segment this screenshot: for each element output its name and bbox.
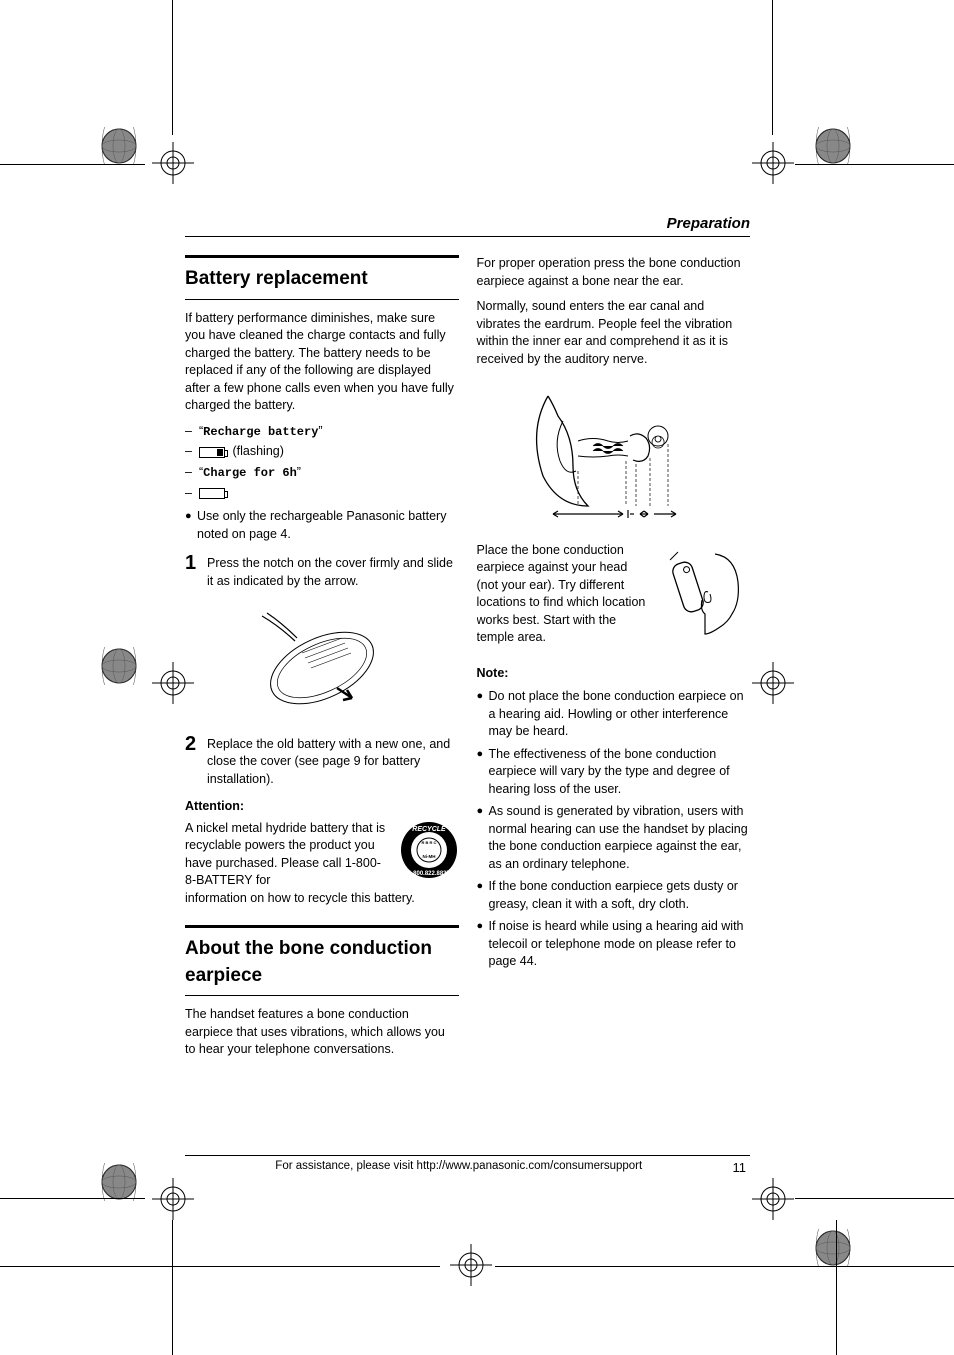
crop-line bbox=[772, 0, 773, 135]
registration-mark-icon bbox=[450, 1244, 492, 1286]
two-column-layout: Battery replacement If battery performan… bbox=[185, 255, 750, 1067]
globe-mark-icon bbox=[100, 647, 138, 685]
placement-block: Place the bone conduction earpiece again… bbox=[477, 542, 751, 655]
note-hearing-aid: ● Do not place the bone conduction earpi… bbox=[477, 688, 751, 741]
battery-intro-text: If battery performance diminishes, make … bbox=[185, 310, 459, 415]
registration-mark-icon bbox=[752, 1178, 794, 1220]
battery-indicator-list: – “Recharge battery” – (flashing) – “Cha… bbox=[185, 423, 459, 503]
registration-mark-icon bbox=[152, 142, 194, 184]
page-content: Preparation Battery replacement If batte… bbox=[185, 215, 750, 1175]
heading-bone-conduction: About the bone conduction earpiece bbox=[185, 925, 459, 996]
page-number: 11 bbox=[733, 1160, 747, 1175]
indicator-recharge: – “Recharge battery” bbox=[185, 423, 459, 441]
registration-mark-icon bbox=[752, 662, 794, 704]
crop-line bbox=[795, 1198, 954, 1199]
crop-line bbox=[0, 164, 145, 165]
svg-text:1.800.822.8837: 1.800.822.8837 bbox=[408, 871, 450, 877]
crop-line bbox=[495, 1266, 954, 1267]
crop-line bbox=[836, 1220, 837, 1355]
crop-line bbox=[0, 1198, 145, 1199]
indicator-empty: – bbox=[185, 485, 459, 503]
note-effectiveness: ● The effectiveness of the bone conducti… bbox=[477, 746, 751, 799]
heading-battery-replacement: Battery replacement bbox=[185, 255, 459, 300]
crop-line bbox=[0, 1266, 440, 1267]
section-header: Preparation bbox=[185, 215, 750, 237]
registration-mark-icon bbox=[752, 142, 794, 184]
crop-line bbox=[172, 1220, 173, 1355]
sound-normal-text: Normally, sound enters the ear canal and… bbox=[477, 298, 751, 368]
battery-low-icon bbox=[199, 447, 225, 458]
globe-mark-icon bbox=[814, 1229, 852, 1267]
crop-line bbox=[172, 0, 173, 135]
svg-text:Ni-MH: Ni-MH bbox=[422, 854, 435, 859]
note-cleaning: ● If the bone conduction earpiece gets d… bbox=[477, 878, 751, 913]
footer-text: For assistance, please visit http://www.… bbox=[275, 1160, 642, 1172]
figure-head-placement bbox=[660, 542, 750, 648]
right-column: For proper operation press the bone cond… bbox=[477, 255, 751, 1067]
step-2: 2 Replace the old battery with a new one… bbox=[185, 734, 459, 789]
globe-mark-icon bbox=[100, 1163, 138, 1201]
note-telecoil: ● If noise is heard while using a hearin… bbox=[477, 918, 751, 971]
left-column: Battery replacement If battery performan… bbox=[185, 255, 459, 1067]
svg-text:R B R C: R B R C bbox=[421, 840, 436, 845]
globe-mark-icon bbox=[100, 127, 138, 165]
note-normal-hearing: ● As sound is generated by vibration, us… bbox=[477, 803, 751, 873]
attention-block: A nickel metal hydride battery that is r… bbox=[185, 820, 459, 890]
recycle-rbrc-icon: R B R C Ni-MH RECYCLE 1.800.822.8837 bbox=[399, 820, 459, 880]
section-title: Preparation bbox=[667, 215, 750, 232]
page-footer: For assistance, please visit http://www.… bbox=[185, 1155, 750, 1175]
note-label: Note: bbox=[477, 665, 751, 683]
svg-text:RECYCLE: RECYCLE bbox=[412, 826, 446, 833]
attention-label: Attention: bbox=[185, 798, 459, 816]
indicator-flashing: – (flashing) bbox=[185, 443, 459, 461]
registration-mark-icon bbox=[152, 1178, 194, 1220]
crop-line bbox=[795, 164, 954, 165]
figure-handset-cover bbox=[185, 598, 459, 724]
registration-mark-icon bbox=[152, 662, 194, 704]
battery-empty-icon bbox=[199, 488, 225, 499]
bone-operation-text: For proper operation press the bone cond… bbox=[477, 255, 751, 290]
globe-mark-icon bbox=[814, 127, 852, 165]
battery-note-list: ● Use only the rechargeable Panasonic ba… bbox=[185, 508, 459, 543]
note-list: ● Do not place the bone conduction earpi… bbox=[477, 688, 751, 971]
battery-note-panasonic: ● Use only the rechargeable Panasonic ba… bbox=[185, 508, 459, 543]
figure-ear-anatomy bbox=[477, 376, 751, 532]
bone-intro-text: The handset features a bone conduction e… bbox=[185, 1006, 459, 1059]
step-1: 1 Press the notch on the cover firmly an… bbox=[185, 553, 459, 590]
attention-text-2: information on how to recycle this batte… bbox=[185, 890, 459, 908]
attention-text: A nickel metal hydride battery that is r… bbox=[185, 820, 389, 890]
indicator-charge-6h: – “Charge for 6h” bbox=[185, 464, 459, 482]
